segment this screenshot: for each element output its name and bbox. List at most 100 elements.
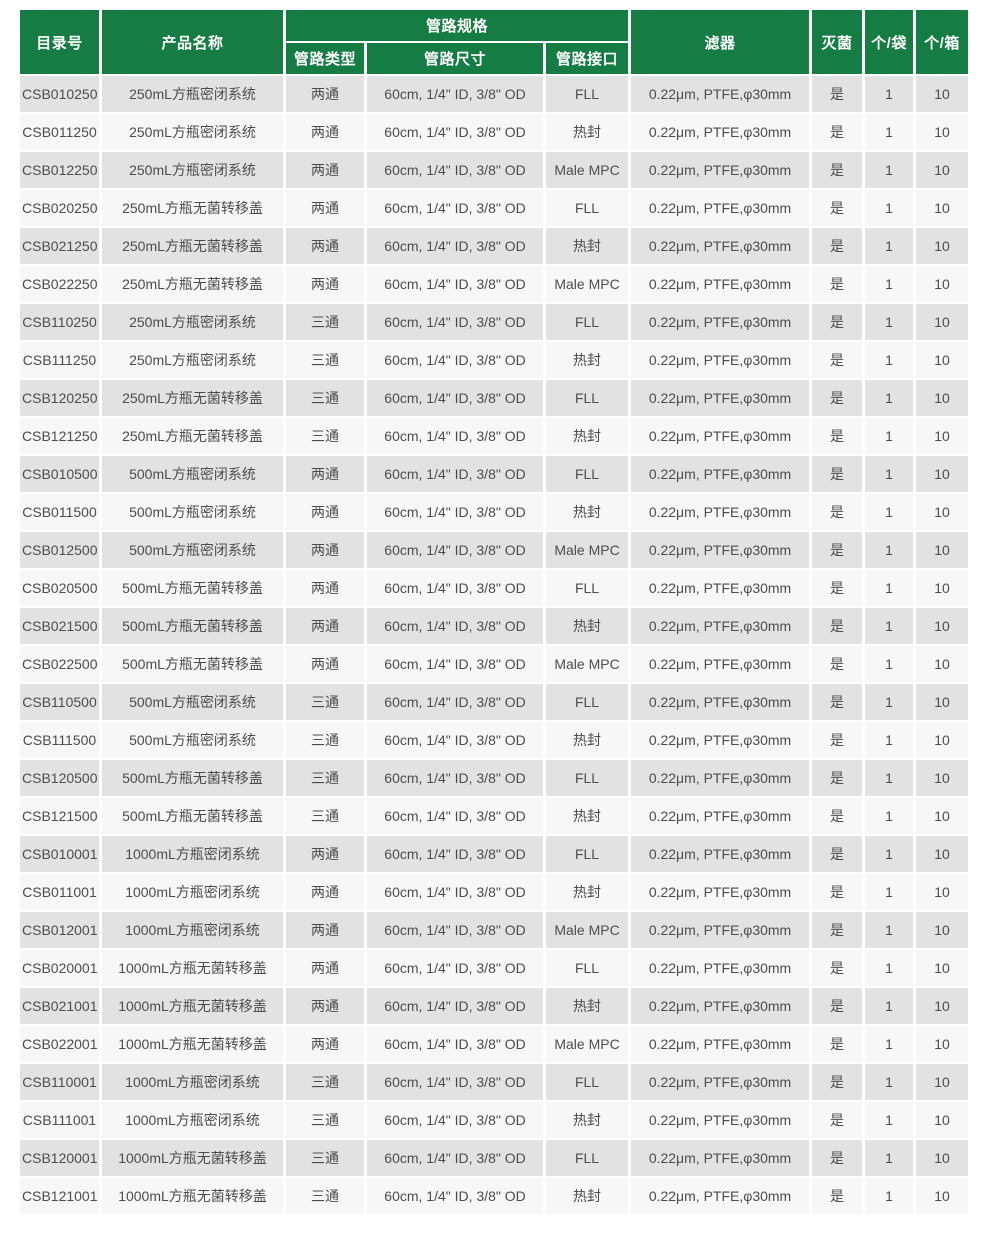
cell-sterilized: 是	[812, 1026, 863, 1062]
table-body: CSB010250 250mL方瓶密闭系统 两通 60cm, 1/4" ID, 3/8…	[20, 76, 969, 1214]
table-row: CSB121001 1000mL方瓶无菌转移盖 三通 60cm, 1/4" ID, 3…	[20, 1178, 969, 1214]
cell-pcs-per-box: 10	[916, 1064, 969, 1100]
cell-product-name: 500mL方瓶无菌转移盖	[102, 798, 283, 834]
cell-sterilized: 是	[812, 494, 863, 530]
table-row: CSB022001 1000mL方瓶无菌转移盖 两通 60cm, 1/4" ID, 3…	[20, 1026, 969, 1062]
table-row: CSB110500 500mL方瓶密闭系统 三通 60cm, 1/4" ID, 3/8…	[20, 684, 969, 720]
cell-product-name: 1000mL方瓶无菌转移盖	[102, 950, 283, 986]
cell-tubing-type: 三通	[286, 760, 364, 796]
cell-catalog: CSB120250	[20, 380, 99, 416]
cell-tubing-size: 60cm, 1/4" ID, 3/8" OD	[367, 874, 543, 910]
cell-sterilized: 是	[812, 1102, 863, 1138]
cell-pcs-per-bag: 1	[865, 912, 914, 948]
cell-tubing-size: 60cm, 1/4" ID, 3/8" OD	[367, 1064, 543, 1100]
cell-pcs-per-bag: 1	[865, 76, 914, 112]
header-pcs-per-box: 个/箱	[916, 10, 969, 74]
cell-tubing-type: 三通	[286, 1178, 364, 1214]
cell-product-name: 500mL方瓶密闭系统	[102, 456, 283, 492]
cell-product-name: 500mL方瓶密闭系统	[102, 684, 283, 720]
cell-tubing-interface: FLL	[546, 76, 629, 112]
cell-tubing-type: 两通	[286, 570, 364, 606]
cell-filter: 0.22μm, PTFE,φ30mm	[631, 950, 810, 986]
cell-product-name: 1000mL方瓶密闭系统	[102, 1102, 283, 1138]
cell-pcs-per-box: 10	[916, 798, 969, 834]
cell-pcs-per-bag: 1	[865, 798, 914, 834]
cell-pcs-per-box: 10	[916, 912, 969, 948]
cell-sterilized: 是	[812, 950, 863, 986]
cell-tubing-interface: FLL	[546, 456, 629, 492]
cell-tubing-interface: FLL	[546, 684, 629, 720]
header-tubing-size: 管路尺寸	[367, 43, 543, 74]
cell-tubing-type: 三通	[286, 1102, 364, 1138]
cell-sterilized: 是	[812, 304, 863, 340]
cell-tubing-size: 60cm, 1/4" ID, 3/8" OD	[367, 228, 543, 264]
cell-sterilized: 是	[812, 228, 863, 264]
cell-catalog: CSB111250	[20, 342, 99, 378]
table-row: CSB111250 250mL方瓶密闭系统 三通 60cm, 1/4" ID, 3/8…	[20, 342, 969, 378]
cell-product-name: 1000mL方瓶密闭系统	[102, 836, 283, 872]
cell-sterilized: 是	[812, 1140, 863, 1176]
cell-tubing-interface: FLL	[546, 570, 629, 606]
cell-product-name: 250mL方瓶密闭系统	[102, 152, 283, 188]
cell-filter: 0.22μm, PTFE,φ30mm	[631, 342, 810, 378]
cell-sterilized: 是	[812, 380, 863, 416]
cell-filter: 0.22μm, PTFE,φ30mm	[631, 722, 810, 758]
cell-tubing-interface: 热封	[546, 608, 629, 644]
cell-filter: 0.22μm, PTFE,φ30mm	[631, 190, 810, 226]
cell-tubing-size: 60cm, 1/4" ID, 3/8" OD	[367, 152, 543, 188]
cell-pcs-per-bag: 1	[865, 532, 914, 568]
table-row: CSB022500 500mL方瓶无菌转移盖 两通 60cm, 1/4" ID, 3/…	[20, 646, 969, 682]
cell-pcs-per-bag: 1	[865, 228, 914, 264]
header-pcs-per-bag: 个/袋	[865, 10, 914, 74]
cell-tubing-size: 60cm, 1/4" ID, 3/8" OD	[367, 190, 543, 226]
cell-filter: 0.22μm, PTFE,φ30mm	[631, 418, 810, 454]
cell-filter: 0.22μm, PTFE,φ30mm	[631, 494, 810, 530]
cell-tubing-type: 三通	[286, 684, 364, 720]
cell-pcs-per-bag: 1	[865, 874, 914, 910]
cell-pcs-per-box: 10	[916, 722, 969, 758]
cell-sterilized: 是	[812, 456, 863, 492]
header-tubing-type: 管路类型	[286, 43, 364, 74]
cell-product-name: 500mL方瓶无菌转移盖	[102, 760, 283, 796]
cell-filter: 0.22μm, PTFE,φ30mm	[631, 684, 810, 720]
cell-pcs-per-box: 10	[916, 304, 969, 340]
cell-sterilized: 是	[812, 532, 863, 568]
cell-tubing-type: 两通	[286, 266, 364, 302]
cell-catalog: CSB111001	[20, 1102, 99, 1138]
cell-product-name: 250mL方瓶无菌转移盖	[102, 418, 283, 454]
cell-tubing-size: 60cm, 1/4" ID, 3/8" OD	[367, 912, 543, 948]
cell-tubing-size: 60cm, 1/4" ID, 3/8" OD	[367, 1102, 543, 1138]
cell-pcs-per-box: 10	[916, 874, 969, 910]
cell-catalog: CSB020500	[20, 570, 99, 606]
cell-tubing-size: 60cm, 1/4" ID, 3/8" OD	[367, 532, 543, 568]
cell-product-name: 500mL方瓶密闭系统	[102, 532, 283, 568]
cell-tubing-type: 两通	[286, 114, 364, 150]
cell-sterilized: 是	[812, 418, 863, 454]
table-row: CSB120500 500mL方瓶无菌转移盖 三通 60cm, 1/4" ID, 3/…	[20, 760, 969, 796]
cell-tubing-size: 60cm, 1/4" ID, 3/8" OD	[367, 836, 543, 872]
header-filter: 滤器	[631, 10, 810, 74]
cell-tubing-size: 60cm, 1/4" ID, 3/8" OD	[367, 1140, 543, 1176]
cell-sterilized: 是	[812, 76, 863, 112]
cell-product-name: 1000mL方瓶无菌转移盖	[102, 988, 283, 1024]
table-row: CSB120250 250mL方瓶无菌转移盖 三通 60cm, 1/4" ID, 3/…	[20, 380, 969, 416]
cell-sterilized: 是	[812, 684, 863, 720]
cell-tubing-interface: 热封	[546, 1102, 629, 1138]
cell-tubing-interface: 热封	[546, 114, 629, 150]
cell-tubing-type: 两通	[286, 228, 364, 264]
cell-pcs-per-box: 10	[916, 114, 969, 150]
header-tubing-interface: 管路接口	[546, 43, 629, 74]
cell-tubing-size: 60cm, 1/4" ID, 3/8" OD	[367, 1026, 543, 1062]
cell-pcs-per-bag: 1	[865, 646, 914, 682]
cell-tubing-type: 两通	[286, 874, 364, 910]
cell-product-name: 250mL方瓶密闭系统	[102, 114, 283, 150]
cell-pcs-per-box: 10	[916, 342, 969, 378]
table-row: CSB010500 500mL方瓶密闭系统 两通 60cm, 1/4" ID, 3/8…	[20, 456, 969, 492]
cell-tubing-size: 60cm, 1/4" ID, 3/8" OD	[367, 722, 543, 758]
cell-tubing-size: 60cm, 1/4" ID, 3/8" OD	[367, 304, 543, 340]
cell-pcs-per-box: 10	[916, 608, 969, 644]
cell-filter: 0.22μm, PTFE,φ30mm	[631, 266, 810, 302]
table-row: CSB021250 250mL方瓶无菌转移盖 两通 60cm, 1/4" ID, 3/…	[20, 228, 969, 264]
cell-catalog: CSB120001	[20, 1140, 99, 1176]
